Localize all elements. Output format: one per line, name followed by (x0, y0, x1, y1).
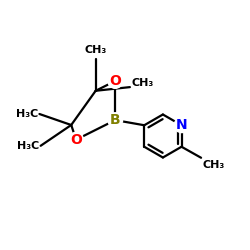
Text: CH₃: CH₃ (131, 78, 153, 88)
Circle shape (108, 113, 122, 128)
Text: B: B (110, 113, 120, 127)
Text: H₃C: H₃C (17, 141, 40, 151)
Circle shape (174, 118, 189, 132)
Text: CH₃: CH₃ (84, 44, 107, 54)
Text: H₃C: H₃C (16, 109, 38, 119)
Text: O: O (70, 133, 82, 147)
Circle shape (108, 74, 122, 88)
Text: N: N (176, 118, 187, 132)
Circle shape (69, 132, 84, 147)
Text: O: O (109, 74, 121, 88)
Text: CH₃: CH₃ (202, 160, 225, 170)
